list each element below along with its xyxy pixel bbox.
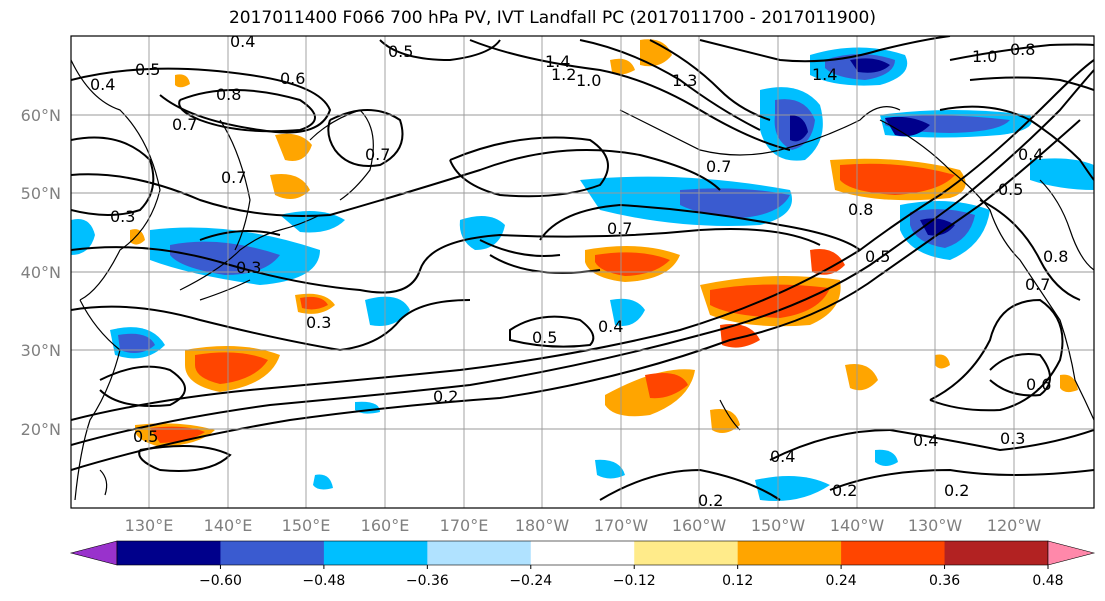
contour-label: 0.8: [848, 200, 873, 219]
contour-label: 1.3: [672, 71, 697, 90]
lat-label: 50°N: [21, 184, 61, 203]
contour-label: 0.2: [832, 481, 857, 500]
lon-label: 160°W: [672, 516, 727, 535]
contour-label: 0.5: [532, 328, 557, 347]
colorbar: −0.60 −0.48 −0.36 −0.24 −0.12 0.12 0.24 0.36 0.4…: [69, 540, 1096, 589]
contour-label: 0.7: [706, 157, 731, 176]
colorbar-tick-label: 0.12: [722, 573, 753, 589]
contour-label: 1.4: [812, 65, 837, 84]
contour-label: 0.5: [388, 42, 413, 61]
contour-label: 0.3: [306, 313, 331, 332]
colorbar-tick-label: 0.36: [929, 573, 960, 589]
contour-label: 1.4: [545, 52, 570, 71]
contour-label: 0.7: [365, 145, 390, 164]
contour-label: 1.2: [551, 65, 576, 84]
lon-label: 170°W: [594, 516, 649, 535]
contour-label: 0.4: [90, 75, 115, 94]
contour-label: 0.3: [236, 258, 261, 277]
contour-labels: 0.4 0.5 1.4 1.2 1.0 1.3 1.4 1.0 0.8 0.4 …: [90, 32, 1068, 510]
contour-label: 0.7: [607, 219, 632, 238]
graticule: [71, 36, 1094, 508]
contour-label: 0.8: [1043, 247, 1068, 266]
contour-label: 0.4: [913, 431, 938, 450]
colorbar-tick-label: −0.36: [406, 573, 449, 589]
contour-label: 0.6: [1026, 375, 1051, 394]
colorbar-segment: [634, 541, 739, 565]
lon-label: 170°E: [440, 516, 489, 535]
lat-label: 20°N: [21, 420, 61, 439]
colorbar-extend-min: [69, 540, 118, 566]
colorbar-segment: [841, 541, 946, 565]
colorbar-segment: [427, 541, 532, 565]
contour-label: 0.6: [280, 69, 305, 88]
contour-label: 0.7: [172, 115, 197, 134]
lon-label: 130°E: [125, 516, 174, 535]
colorbar-segment: [117, 541, 221, 565]
pv-contours: [71, 36, 1094, 501]
contour-label: 0.7: [221, 168, 246, 187]
colorbar-segment: [323, 541, 428, 565]
contour-label: 0.3: [1000, 429, 1025, 448]
contour-label: 0.4: [598, 317, 623, 336]
lat-label: 30°N: [21, 341, 61, 360]
lon-label: 140°W: [830, 516, 885, 535]
contour-label: 0.5: [998, 180, 1023, 199]
contour-label: 0.2: [944, 481, 969, 500]
contour-label: 0.8: [1010, 40, 1035, 59]
map-frame: [70, 35, 1095, 509]
lon-label: 150°E: [282, 516, 331, 535]
contour-label: 0.7: [1025, 275, 1050, 294]
lon-labels: 130°E 140°E 150°E 160°E 170°E 180°W 170°…: [125, 516, 1042, 535]
contour-label: 0.4: [770, 447, 795, 466]
contour-label: 0.2: [433, 387, 458, 406]
contour-label: 0.5: [865, 247, 890, 266]
lon-label: 130°W: [908, 516, 963, 535]
colorbar-tick-label: −0.12: [613, 573, 656, 589]
lon-label: 120°W: [987, 516, 1042, 535]
contour-label: 0.4: [1018, 145, 1043, 164]
contour-label: 0.8: [216, 85, 241, 104]
colorbar-tick-label: −0.48: [302, 573, 345, 589]
contour-label: 0.5: [135, 60, 160, 79]
lat-label: 60°N: [21, 106, 61, 125]
colorbar-tick-label: −0.60: [199, 573, 242, 589]
lat-label: 40°N: [21, 263, 61, 282]
contour-label: 0.5: [133, 427, 158, 446]
lon-label: 150°W: [751, 516, 806, 535]
lon-label: 140°E: [204, 516, 253, 535]
contour-label: 0.2: [698, 491, 723, 510]
contour-label: 0.3: [110, 207, 135, 226]
lat-labels: 60°N 50°N 40°N 30°N 20°N: [21, 106, 61, 439]
colorbar-segment: [737, 541, 842, 565]
colorbar-segment: [530, 541, 635, 565]
contour-label: 1.0: [576, 71, 601, 90]
colorbar-extend-max: [1047, 540, 1096, 566]
contour-label: 0.4: [230, 32, 255, 51]
lon-label: 180°W: [515, 516, 570, 535]
lon-label: 160°E: [361, 516, 410, 535]
colorbar-segment: [944, 541, 1049, 565]
colorbar-tick-label: −0.24: [509, 573, 552, 589]
pv-shading: [71, 39, 1094, 501]
colorbar-tick-label: 0.24: [826, 573, 857, 589]
map-title: 2017011400 F066 700 hPa PV, IVT Landfall…: [228, 8, 876, 28]
contour-label: 1.0: [972, 47, 997, 66]
colorbar-tick-label: 0.48: [1032, 573, 1063, 589]
colorbar-segment: [220, 541, 325, 565]
